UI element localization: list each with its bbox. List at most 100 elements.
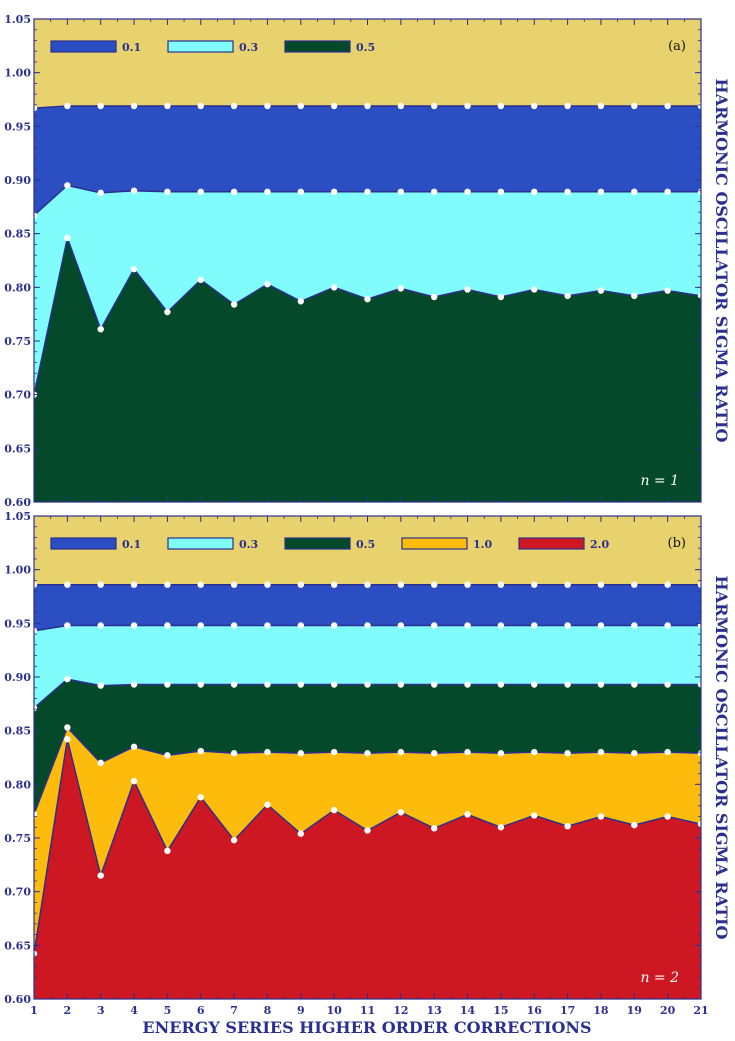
data-point-0.1-11: [364, 581, 371, 588]
data-point-1.0-17: [564, 750, 571, 757]
data-point-0.1-13: [431, 102, 438, 110]
data-point-1.0-11: [364, 750, 371, 757]
data-point-0.3-18: [597, 622, 605, 629]
data-point-0.5-3: [97, 325, 104, 333]
x-tick-label: 3: [97, 1004, 105, 1017]
data-point-0.1-5: [164, 102, 171, 110]
x-axis-title: ENERGY SERIES HIGHER ORDER CORRECTIONS: [142, 1018, 591, 1037]
data-point-0.3-2: [64, 622, 71, 629]
x-tick-label: 19: [627, 1004, 642, 1017]
legend-swatch-0.5: [284, 537, 351, 550]
data-point-0.3-5: [164, 622, 171, 629]
data-point-2.0-19: [631, 821, 638, 829]
data-point-0.5-18: [597, 681, 605, 688]
y-tick-label: 1.00: [4, 67, 31, 80]
data-point-0.1-14: [464, 102, 471, 110]
data-point-0.5-9: [297, 681, 304, 688]
data-point-0.5-4: [130, 265, 138, 273]
data-point-0.3-13: [431, 188, 438, 196]
y-tick-label: 0.75: [4, 335, 31, 348]
x-tick-label: 2: [64, 1004, 72, 1017]
data-point-0.5-8: [264, 280, 271, 288]
data-point-0.3-20: [664, 622, 671, 629]
data-point-1.0-15: [497, 750, 505, 757]
legend-label-0.5: 0.5: [356, 538, 375, 551]
legend-label-0.3: 0.3: [239, 41, 258, 54]
data-point-0.5-16: [531, 681, 538, 688]
data-point-0.5-19: [631, 681, 638, 688]
data-point-0.1-6: [197, 581, 204, 588]
x-tick-label: 17: [560, 1004, 575, 1017]
data-point-0.3-7: [230, 188, 238, 196]
data-point-1.0-5: [164, 752, 171, 759]
data-point-0.5-7: [230, 301, 238, 308]
data-point-0.3-3: [97, 622, 104, 629]
legend: 0.1 0.3 0.5 1.0 2.0: [50, 537, 609, 551]
data-point-0.3-4: [130, 622, 138, 629]
data-point-0.3-19: [631, 622, 638, 629]
data-point-0.1-10: [330, 102, 338, 110]
data-point-1.0-16: [531, 748, 538, 756]
y-tick-label: 0.60: [4, 993, 31, 1006]
data-point-0.1-9: [297, 102, 304, 110]
data-point-2.0-15: [497, 824, 505, 831]
data-point-0.5-15: [497, 293, 505, 301]
data-point-0.1-12: [397, 581, 405, 588]
legend-swatch-0.5: [284, 40, 351, 53]
y-tick-label: 0.75: [4, 832, 31, 845]
data-point-0.1-16: [531, 102, 538, 110]
data-point-0.5-6: [197, 681, 204, 688]
data-point-0.3-11: [364, 622, 371, 629]
area-series-2.0: [34, 739, 701, 999]
data-point-0.5-11: [364, 295, 371, 303]
data-point-0.5-12: [397, 285, 405, 292]
data-point-1.0-19: [631, 750, 638, 757]
legend-label-1.0: 1.0: [473, 538, 492, 551]
data-point-0.5-17: [564, 681, 571, 688]
data-point-0.5-5: [164, 308, 171, 316]
y-tick-label: 0.70: [4, 886, 31, 899]
y-tick-label: 1.05: [4, 510, 31, 523]
legend-swatch-1.0: [401, 537, 468, 550]
data-point-1.0-10: [330, 748, 338, 756]
chart-panels: 0.600.650.700.750.800.850.900.951.001.05…: [4, 13, 731, 1017]
y-tick-label: 0.70: [4, 389, 31, 402]
data-point-2.0-7: [230, 836, 238, 844]
data-point-0.1-12: [397, 102, 405, 110]
data-point-0.5-2: [64, 234, 71, 242]
data-point-2.0-3: [97, 872, 104, 879]
data-point-0.3-17: [564, 622, 571, 629]
data-point-0.1-15: [497, 102, 505, 110]
legend-label-2.0: 2.0: [590, 538, 609, 551]
data-point-2.0-6: [197, 794, 204, 801]
data-point-0.3-10: [330, 622, 338, 629]
data-point-0.1-3: [97, 581, 104, 588]
data-point-0.1-19: [631, 581, 638, 588]
data-point-0.3-5: [164, 188, 171, 196]
data-point-1.0-13: [431, 750, 438, 757]
data-point-0.5-6: [197, 276, 204, 284]
x-tick-label: 11: [360, 1004, 375, 1017]
data-point-0.5-16: [531, 286, 538, 293]
data-point-0.1-14: [464, 581, 471, 588]
data-point-0.5-3: [97, 682, 104, 689]
data-point-1.0-4: [130, 743, 138, 750]
data-point-0.1-18: [597, 102, 605, 110]
data-point-0.1-8: [264, 581, 271, 588]
data-point-0.1-9: [297, 581, 304, 588]
x-tick-label: 20: [660, 1004, 676, 1017]
data-point-0.1-2: [64, 102, 71, 110]
x-tick-label: 21: [693, 1004, 708, 1017]
data-point-0.3-6: [197, 188, 204, 196]
y-tick-label: 0.60: [4, 496, 31, 509]
y-tick-label: 0.90: [4, 671, 31, 684]
data-point-2.0-14: [464, 811, 471, 818]
data-point-0.3-18: [597, 188, 605, 196]
data-point-0.5-13: [431, 681, 438, 688]
data-point-2.0-10: [330, 806, 338, 814]
x-tick-label: 6: [197, 1004, 205, 1017]
data-point-0.3-14: [464, 622, 471, 629]
x-tick-label: 12: [393, 1004, 408, 1017]
y-tick-label: 0.80: [4, 281, 31, 294]
data-point-1.0-20: [664, 748, 671, 756]
